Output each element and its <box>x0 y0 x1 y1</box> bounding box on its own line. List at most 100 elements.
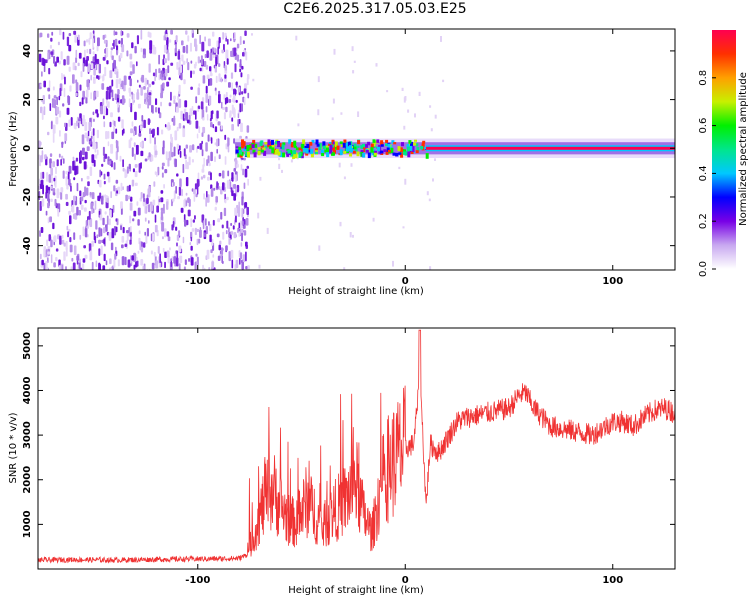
band-blip <box>294 152 298 159</box>
noise-blip <box>73 30 77 35</box>
noise-blip <box>234 89 237 95</box>
band-blip <box>413 142 417 146</box>
noise-blip <box>86 146 90 151</box>
noise-blip <box>45 191 47 199</box>
noise-blip <box>99 75 102 79</box>
noise-blip <box>75 157 79 162</box>
noise-blip <box>100 105 103 115</box>
noise-blip <box>202 164 205 170</box>
noise-blip <box>333 48 336 55</box>
noise-blip <box>214 64 217 73</box>
noise-blip <box>197 145 200 149</box>
band-blip <box>243 147 247 151</box>
noise-blip <box>79 84 82 91</box>
noise-blip <box>177 50 181 60</box>
noise-blip <box>92 128 95 136</box>
noise-blip <box>84 121 88 131</box>
noise-blip <box>89 250 93 261</box>
noise-blip <box>178 230 181 237</box>
noise-blip <box>233 47 237 56</box>
noise-blip <box>244 30 247 36</box>
noise-blip <box>243 97 246 106</box>
noise-blip <box>238 118 241 125</box>
noise-blip <box>155 107 158 113</box>
noise-blip <box>78 118 81 122</box>
noise-blip <box>177 196 180 200</box>
y-tick-label: 20 <box>22 93 33 107</box>
noise-blip <box>109 209 112 218</box>
noise-blip <box>114 38 118 47</box>
noise-blip <box>42 58 46 66</box>
noise-blip <box>158 68 161 74</box>
noise-blip <box>96 149 99 156</box>
noise-blip <box>170 91 172 101</box>
noise-blip <box>160 92 163 99</box>
noise-blip <box>84 132 88 139</box>
noise-blip <box>40 227 44 233</box>
noise-blip <box>144 92 148 100</box>
noise-blip <box>60 187 64 193</box>
noise-blip <box>187 35 190 42</box>
noise-blip <box>398 166 401 170</box>
x-tick-label: 0 <box>402 276 409 287</box>
y-tick-label: -40 <box>22 237 33 255</box>
noise-blip <box>403 97 406 103</box>
noise-blip <box>106 60 109 65</box>
noise-blip <box>120 225 122 231</box>
noise-blip <box>216 233 220 238</box>
noise-blip <box>186 44 189 54</box>
noise-blip <box>113 259 116 268</box>
noise-blip <box>297 123 300 127</box>
band-blip <box>318 143 322 148</box>
noise-blip <box>190 236 193 242</box>
noise-blip <box>192 70 195 75</box>
band-blip <box>339 149 343 156</box>
noise-blip <box>210 122 213 128</box>
noise-blip <box>48 94 51 100</box>
noise-blip <box>40 83 43 87</box>
noise-blip <box>159 73 162 80</box>
noise-blip <box>164 228 167 238</box>
noise-blip <box>61 155 64 160</box>
noise-blip <box>192 144 195 151</box>
band-blip <box>298 147 302 151</box>
noise-blip <box>59 130 61 137</box>
noise-blip <box>65 201 69 206</box>
noise-blip <box>56 96 58 106</box>
noise-blip <box>50 185 53 190</box>
spectrogram-y-ticks: -40 -20 0 20 40 <box>22 44 675 255</box>
noise-blip <box>296 157 299 160</box>
noise-blip <box>48 80 51 88</box>
noise-blip <box>195 110 197 120</box>
noise-blip <box>134 153 136 161</box>
noise-blip <box>140 150 144 157</box>
noise-blip <box>105 224 108 232</box>
noise-blip <box>128 87 131 93</box>
noise-blip <box>146 79 149 85</box>
noise-blip <box>222 107 225 110</box>
noise-blip <box>191 228 195 232</box>
noise-blip <box>66 225 69 231</box>
noise-blip <box>129 239 132 245</box>
noise-blip <box>182 163 185 174</box>
noise-blip <box>99 169 101 178</box>
noise-blip <box>156 127 159 136</box>
noise-blip <box>218 172 222 177</box>
noise-blip <box>117 259 120 267</box>
noise-blip <box>201 97 205 102</box>
snr-series <box>38 329 675 564</box>
noise-blip <box>190 70 192 78</box>
band-blip <box>253 152 257 158</box>
band-blip <box>241 145 245 149</box>
noise-blip <box>43 262 46 270</box>
band-blip <box>406 146 410 152</box>
band-blip <box>414 139 417 142</box>
noise-blip <box>230 222 233 226</box>
noise-blip <box>121 44 125 53</box>
noise-blip <box>240 242 243 247</box>
noise-blip <box>197 105 201 110</box>
noise-blip <box>266 227 269 234</box>
noise-blip <box>65 266 67 270</box>
noise-blip <box>83 245 86 249</box>
noise-blip <box>50 254 53 264</box>
